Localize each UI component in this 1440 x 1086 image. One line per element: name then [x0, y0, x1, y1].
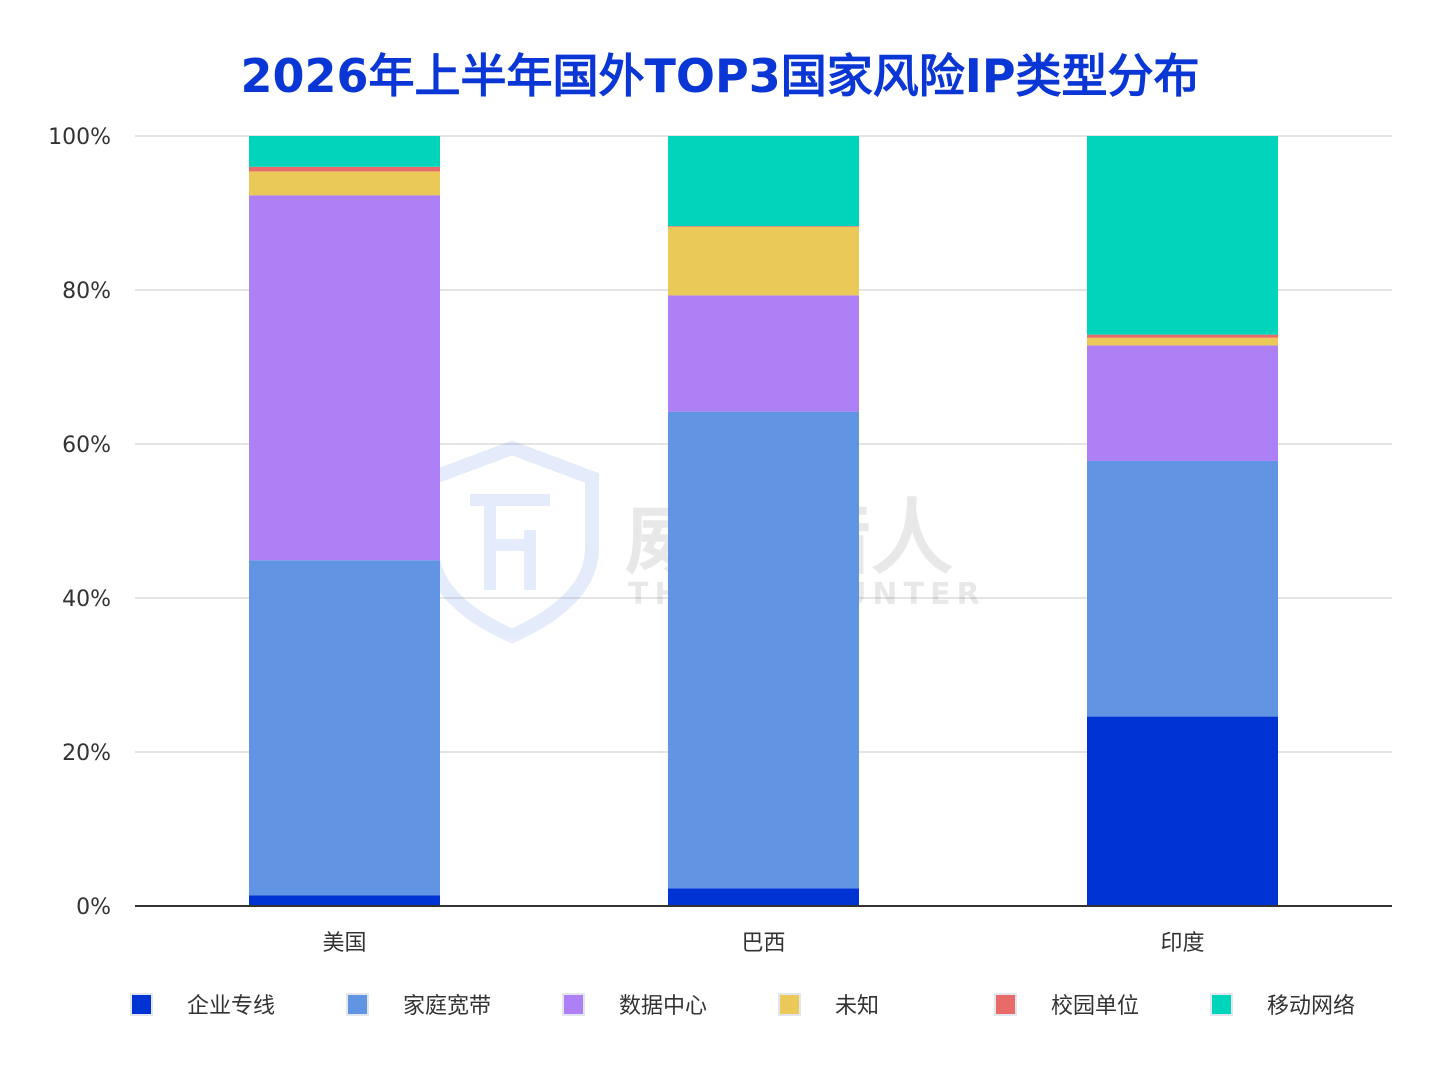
x-axis-ticks: 美国 巴西 印度 — [322, 931, 1204, 956]
bar-segment — [1087, 716, 1278, 906]
bar-segment — [1087, 337, 1278, 346]
bar-segment — [1087, 345, 1278, 461]
shield-logo-icon — [470, 494, 550, 590]
y-tick-label: 100% — [48, 125, 111, 150]
legend-label: 企业专线 — [187, 994, 276, 1019]
bar-segment — [249, 195, 440, 561]
legend-item: 未知 — [778, 984, 879, 1024]
y-tick-label: 60% — [62, 433, 111, 458]
legend-label: 移动网络 — [1267, 994, 1356, 1019]
bar-segment — [249, 560, 440, 896]
bar-segment — [249, 136, 440, 167]
bar-segment — [249, 895, 440, 906]
legend-swatch — [994, 992, 1017, 1016]
bar-segment — [668, 295, 859, 412]
legend-label: 数据中心 — [619, 994, 708, 1019]
legend-label: 家庭宽带 — [403, 994, 492, 1019]
y-tick-label: 80% — [62, 279, 111, 304]
y-tick-label: 0% — [76, 895, 111, 920]
legend-item: 企业专线 — [130, 984, 275, 1024]
legend-item: 家庭宽带 — [346, 984, 491, 1024]
x-tick-label: 印度 — [1160, 931, 1204, 956]
chart-title: 2026年上半年国外TOP3国家风险IP类型分布 — [240, 49, 1200, 103]
legend-swatch — [1210, 992, 1233, 1016]
x-tick-label: 美国 — [322, 931, 366, 956]
bar-segment — [249, 166, 440, 172]
y-axis-ticks: 0% 20% 40% 60% 80% 100% — [48, 125, 111, 920]
legend: 企业专线 家庭宽带 数据中心 未知 校园单位 移动网络 — [130, 984, 1390, 1024]
bar-segment — [668, 411, 859, 889]
bars — [249, 136, 1278, 906]
y-tick-label: 20% — [62, 741, 111, 766]
stacked-bar-chart: 威胁猎人 THREAT HUNTER 0%20%40%60%80%100% 美国… — [48, 125, 1392, 956]
legend-swatch — [346, 992, 369, 1016]
legend-label: 校园单位 — [1051, 994, 1140, 1019]
legend-item: 校园单位 — [994, 984, 1139, 1024]
bar-segment — [668, 226, 859, 296]
legend-swatch — [562, 992, 585, 1016]
legend-swatch — [778, 992, 801, 1016]
bar-segment — [1087, 136, 1278, 335]
bar-segment — [668, 888, 859, 906]
y-tick-label: 40% — [62, 587, 111, 612]
legend-item: 数据中心 — [562, 984, 707, 1024]
bar-segment — [668, 136, 859, 227]
bar-segment — [668, 226, 859, 227]
bar-segment — [1087, 460, 1278, 717]
bar-segment — [249, 171, 440, 196]
legend-swatch — [130, 992, 153, 1016]
bar-segment — [1087, 334, 1278, 338]
legend-label: 未知 — [835, 994, 880, 1019]
legend-item: 移动网络 — [1210, 984, 1355, 1024]
x-tick-label: 巴西 — [741, 931, 785, 956]
